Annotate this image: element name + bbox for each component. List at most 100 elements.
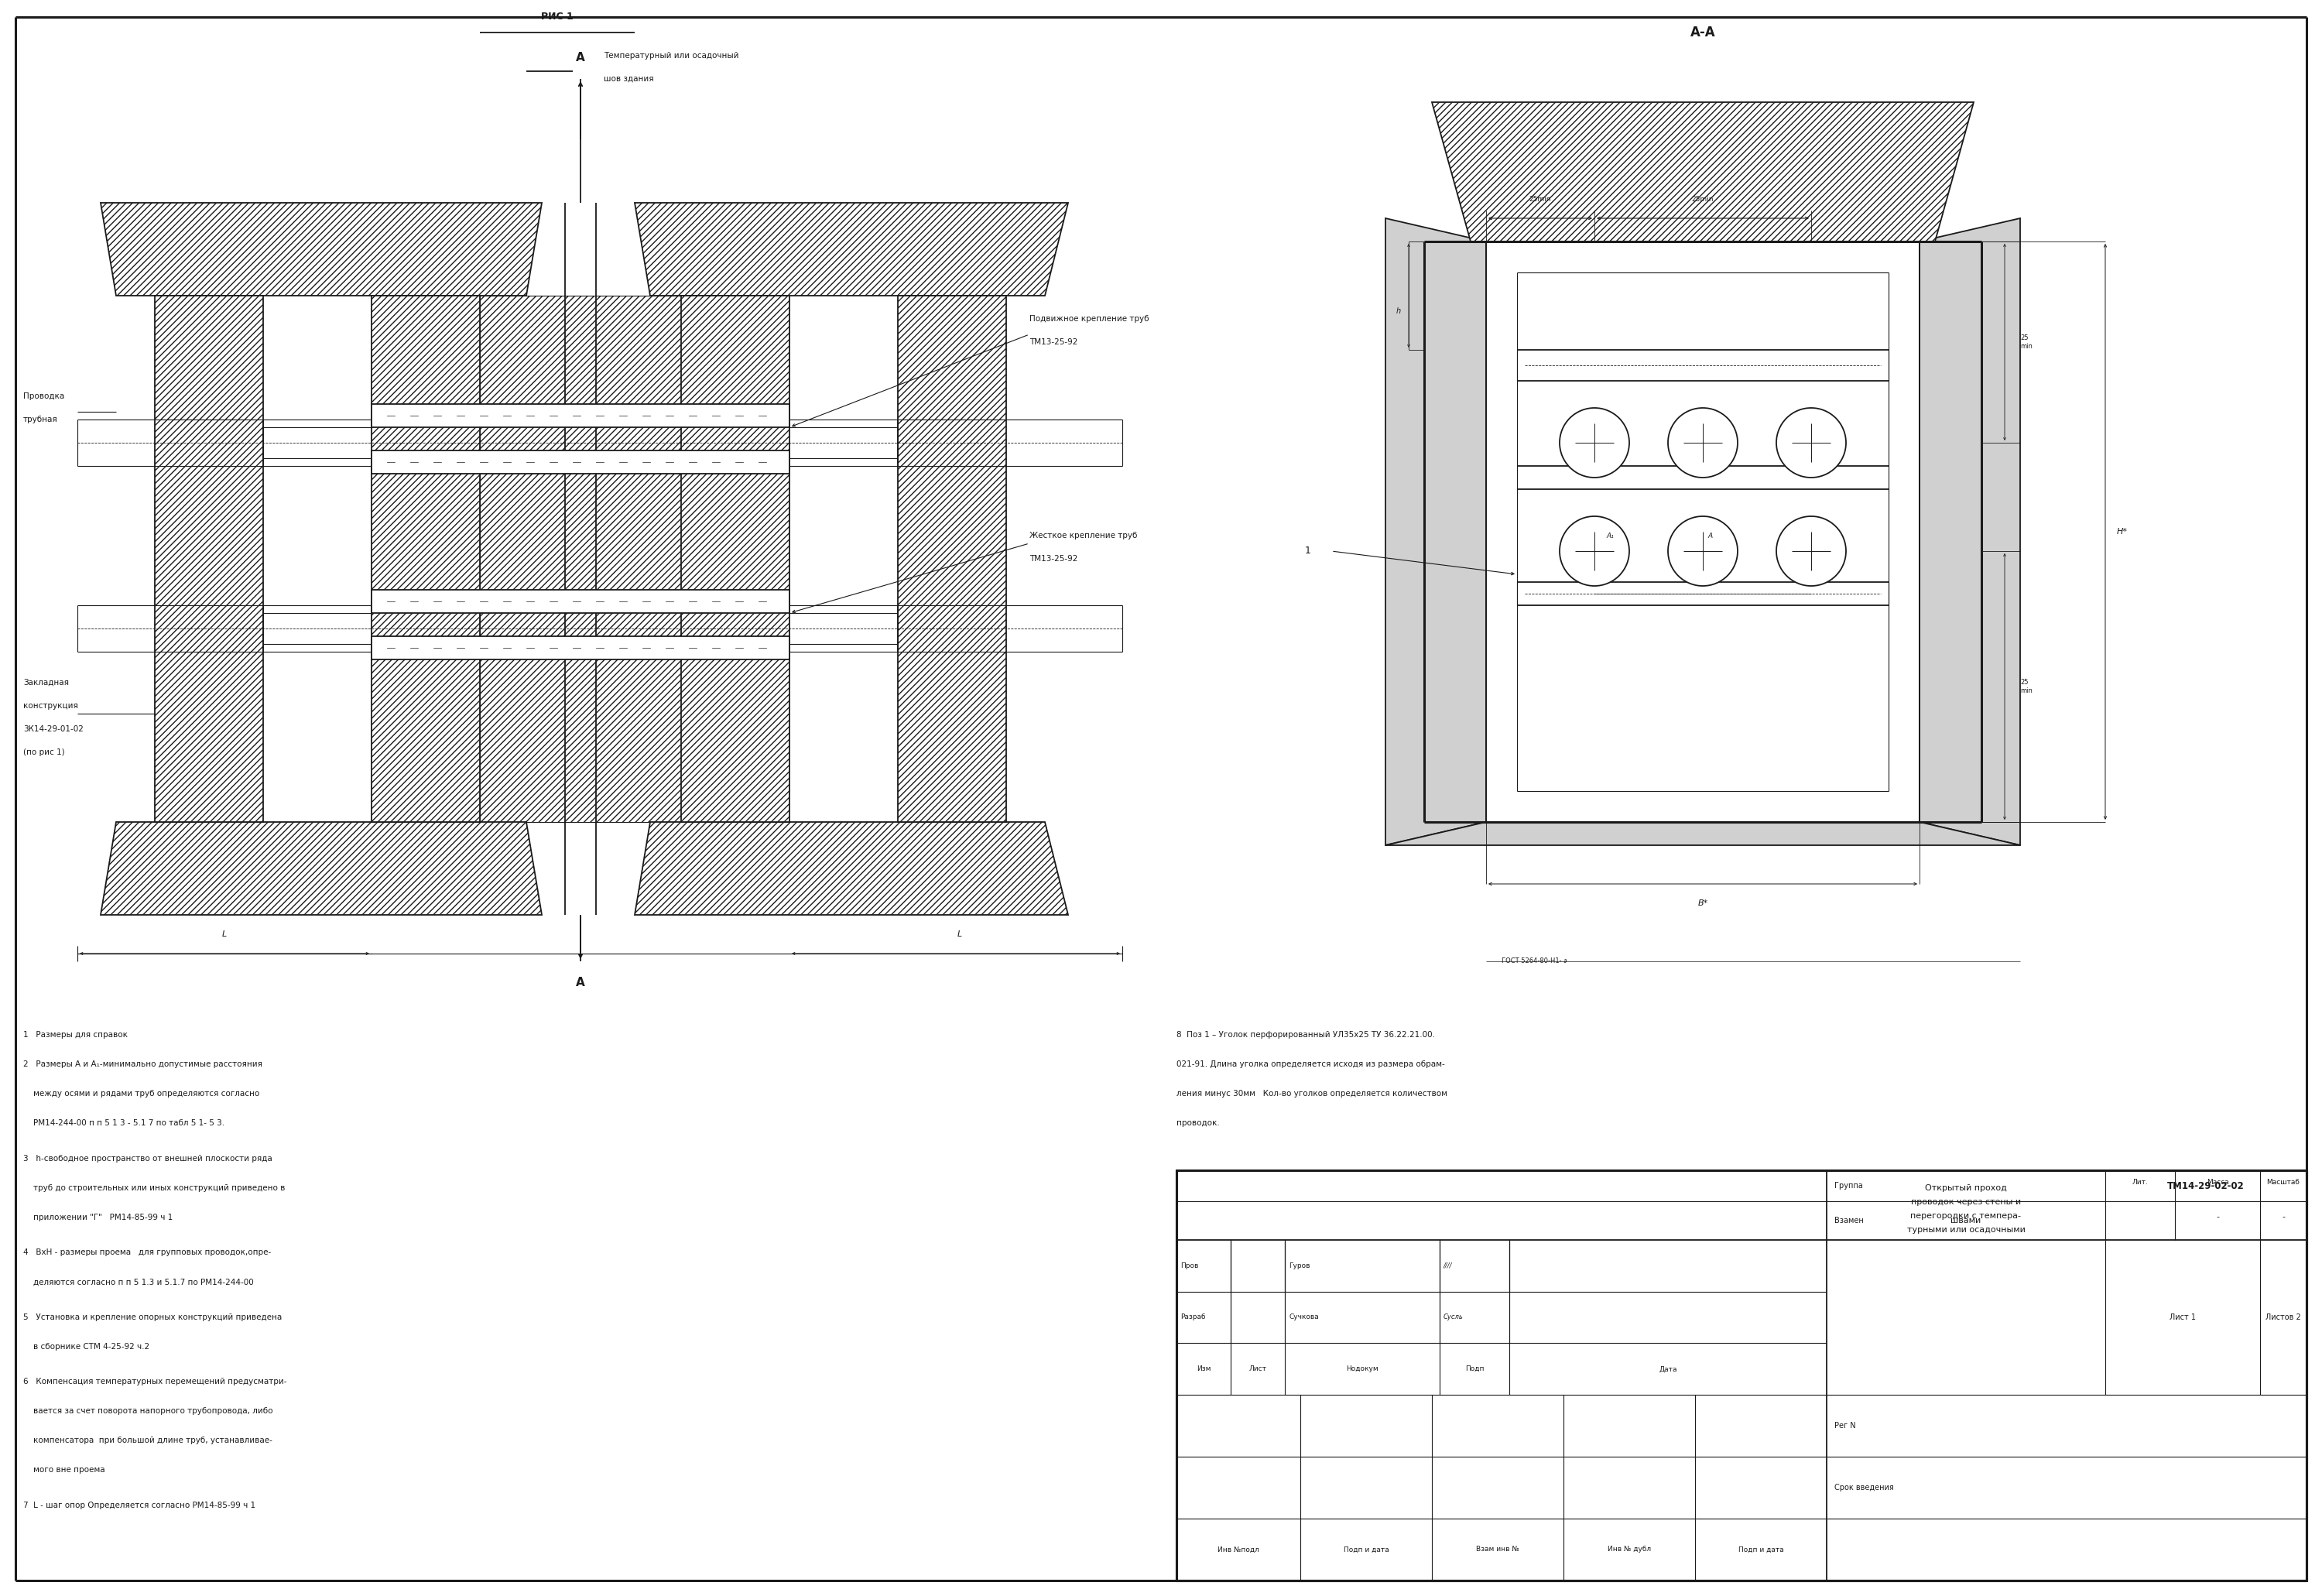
- Text: Инв № дубл: Инв № дубл: [1607, 1547, 1651, 1553]
- Text: Нодокум: Нодокум: [1347, 1366, 1379, 1373]
- Text: РМ14-244-00 п п 5 1 3 - 5.1 7 по табл 5 1- 5 3.: РМ14-244-00 п п 5 1 3 - 5.1 7 по табл 5 …: [23, 1119, 225, 1127]
- Text: турными или осадочными: турными или осадочными: [1906, 1226, 2025, 1234]
- Text: В*: В*: [1697, 900, 1709, 907]
- Text: Лист 1: Лист 1: [2169, 1314, 2197, 1321]
- Text: Дата: Дата: [1658, 1366, 1676, 1373]
- Circle shape: [1560, 409, 1630, 477]
- Text: швами: швами: [1950, 1216, 1981, 1224]
- Text: перегородки с темпера-: перегородки с темпера-: [1911, 1211, 2020, 1219]
- Text: A: A: [1709, 533, 1714, 539]
- Text: Подп и дата: Подп и дата: [1739, 1547, 1783, 1553]
- Bar: [372, 637, 789, 659]
- Text: шов здания: шов здания: [604, 75, 655, 83]
- Text: Группа: Группа: [1834, 1183, 1862, 1189]
- Text: Подп: Подп: [1465, 1366, 1484, 1373]
- Bar: [372, 404, 789, 428]
- Text: Пров: Пров: [1180, 1262, 1198, 1269]
- Text: Масштаб: Масштаб: [2266, 1178, 2299, 1186]
- Text: Закладная: Закладная: [23, 678, 70, 686]
- Text: H*: H*: [2118, 528, 2127, 536]
- Text: Температурный или осадочный: Температурный или осадочный: [604, 51, 738, 59]
- Text: 25min: 25min: [1530, 196, 1551, 203]
- Text: ТМ13-25-92: ТМ13-25-92: [1029, 338, 1077, 346]
- Text: 25
min: 25 min: [2020, 678, 2032, 694]
- Polygon shape: [634, 822, 1068, 915]
- Text: приложении "Г"   РМ14-85-99 ч 1: приложении "Г" РМ14-85-99 ч 1: [23, 1213, 172, 1221]
- Polygon shape: [1386, 822, 2020, 846]
- Text: Взамен: Взамен: [1834, 1216, 1865, 1224]
- Text: h: h: [1396, 308, 1400, 314]
- Text: 8  Поз 1 – Уголок перфорированный УЛ35х25 ТУ 36.22.21.00.: 8 Поз 1 – Уголок перфорированный УЛ35х25…: [1177, 1031, 1435, 1039]
- Text: ТМ14-29-02-02: ТМ14-29-02-02: [2166, 1181, 2245, 1191]
- Polygon shape: [100, 822, 541, 915]
- Text: РИС 1: РИС 1: [541, 13, 574, 22]
- Text: Жесткое крепление труб: Жесткое крепление труб: [1029, 531, 1138, 539]
- Polygon shape: [1386, 219, 1486, 846]
- Text: Листов 2: Листов 2: [2266, 1314, 2301, 1321]
- Text: Разраб: Разраб: [1180, 1314, 1205, 1321]
- Text: между осями и рядами труб определяются согласно: между осями и рядами труб определяются с…: [23, 1090, 260, 1098]
- Text: Сусль: Сусль: [1444, 1314, 1463, 1321]
- Text: конструкция: конструкция: [23, 702, 79, 710]
- Circle shape: [1776, 516, 1846, 586]
- Circle shape: [1667, 516, 1737, 586]
- Text: 7  L - шаг опор Определяется согласно РМ14-85-99 ч 1: 7 L - шаг опор Определяется согласно РМ1…: [23, 1502, 255, 1510]
- Text: Сучкова: Сучкова: [1289, 1314, 1319, 1321]
- Text: -: -: [2215, 1213, 2220, 1221]
- Text: 25min: 25min: [1693, 196, 1714, 203]
- Text: 1   Размеры для справок: 1 Размеры для справок: [23, 1031, 128, 1039]
- Text: А: А: [576, 977, 585, 988]
- Polygon shape: [1433, 102, 1974, 241]
- Bar: [156, 295, 262, 822]
- Bar: [372, 591, 789, 613]
- Bar: [680, 295, 789, 822]
- Text: Изм: Изм: [1196, 1366, 1210, 1373]
- Text: Открытый проход: Открытый проход: [1925, 1184, 2006, 1192]
- Text: Лит.: Лит.: [2132, 1178, 2148, 1186]
- Text: А: А: [576, 51, 585, 64]
- Text: (по рис 1): (по рис 1): [23, 749, 65, 757]
- Text: Масса: Масса: [2206, 1178, 2229, 1186]
- Text: Гуров: Гуров: [1289, 1262, 1310, 1269]
- Circle shape: [1667, 409, 1737, 477]
- Text: 3   h-свободное пространство от внешней плоскости ряда: 3 h-свободное пространство от внешней пл…: [23, 1154, 272, 1162]
- Bar: [372, 450, 789, 474]
- Bar: [899, 295, 1005, 822]
- Text: 5   Установка и крепление опорных конструкций приведена: 5 Установка и крепление опорных конструк…: [23, 1314, 281, 1321]
- Text: проводок через стены и: проводок через стены и: [1911, 1197, 2020, 1205]
- Text: Подп и дата: Подп и дата: [1344, 1547, 1389, 1553]
- Text: ления минус 30мм   Кол-во уголков определяется количеством: ления минус 30мм Кол-во уголков определя…: [1177, 1090, 1447, 1098]
- Text: Подвижное крепление труб: Подвижное крепление труб: [1029, 314, 1149, 322]
- Text: ТМ13-25-92: ТМ13-25-92: [1029, 555, 1077, 563]
- Text: Инв №подл: Инв №подл: [1217, 1547, 1259, 1553]
- Text: Взам инв №: Взам инв №: [1477, 1547, 1519, 1553]
- Text: -: -: [2283, 1213, 2285, 1221]
- Text: L: L: [223, 930, 228, 938]
- Bar: [372, 295, 481, 822]
- Text: 021-91. Длина уголка определяется исходя из размера обрам-: 021-91. Длина уголка определяется исходя…: [1177, 1060, 1444, 1068]
- Bar: [1177, 1170, 2306, 1580]
- Text: Лист: Лист: [1249, 1366, 1268, 1373]
- Circle shape: [1776, 409, 1846, 477]
- Text: труб до строительных или иных конструкций приведено в: труб до строительных или иных конструкци…: [23, 1184, 286, 1192]
- Text: компенсатора  при большой длине труб, устанавливае-: компенсатора при большой длине труб, уст…: [23, 1436, 272, 1444]
- Text: в сборнике СТМ 4-25-92 ч.2: в сборнике СТМ 4-25-92 ч.2: [23, 1342, 149, 1350]
- Text: вается за счет поворота напорного трубопровода, либо: вается за счет поворота напорного трубоп…: [23, 1408, 274, 1416]
- Text: трубная: трубная: [23, 415, 58, 423]
- Text: проводок.: проводок.: [1177, 1119, 1219, 1127]
- Polygon shape: [100, 203, 541, 295]
- Text: 3К14-29-01-02: 3К14-29-01-02: [23, 725, 84, 733]
- Polygon shape: [1920, 219, 2020, 846]
- Text: А-А: А-А: [1690, 26, 1716, 40]
- Bar: [481, 295, 680, 822]
- Polygon shape: [634, 203, 1068, 295]
- Text: A₁: A₁: [1607, 533, 1614, 539]
- Text: Срок введения: Срок введения: [1834, 1484, 1895, 1492]
- Text: деляются согласно п п 5 1.3 и 5.1.7 по РМ14-244-00: деляются согласно п п 5 1.3 и 5.1.7 по Р…: [23, 1278, 253, 1286]
- Text: 4   ВхН - размеры проема   для групповых проводок,опре-: 4 ВхН - размеры проема для групповых про…: [23, 1248, 272, 1256]
- Text: мого вне проема: мого вне проема: [23, 1467, 104, 1475]
- Text: Рег N: Рег N: [1834, 1422, 1855, 1430]
- Text: L: L: [957, 930, 961, 938]
- Text: 2   Размеры А и А₁-минимально допустимые расстояния: 2 Размеры А и А₁-минимально допустимые р…: [23, 1060, 262, 1068]
- Text: ////: ////: [1444, 1262, 1454, 1269]
